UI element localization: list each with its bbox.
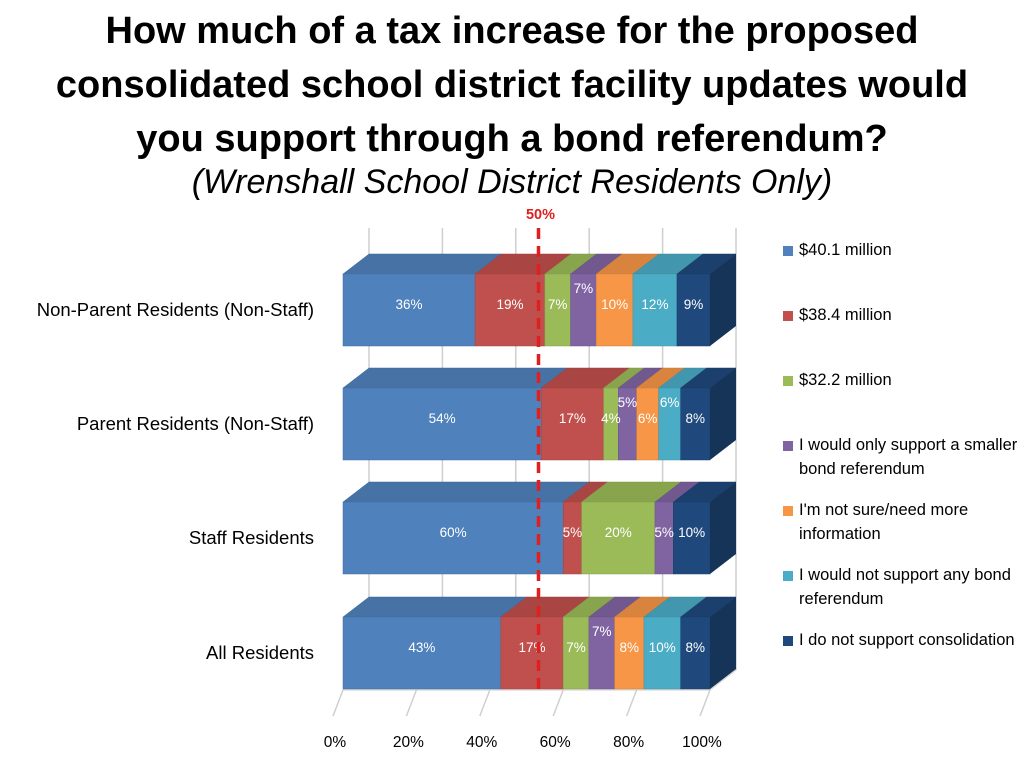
data-label: 43% <box>408 640 435 655</box>
bar-side <box>710 482 736 574</box>
category-label: Parent Residents (Non-Staff) <box>77 413 314 434</box>
bar-segment <box>588 616 615 690</box>
data-label: 9% <box>684 297 704 312</box>
data-label: 8% <box>686 640 706 655</box>
legend-swatch <box>783 246 793 256</box>
data-label: 6% <box>638 411 658 426</box>
axis-tick-mark <box>405 689 418 717</box>
bar-segment <box>673 501 711 575</box>
data-label: 10% <box>601 297 628 312</box>
axis-tick-mark <box>699 689 711 717</box>
data-label: 12% <box>641 297 668 312</box>
data-label: 4% <box>601 411 621 426</box>
legend-swatch <box>783 636 793 646</box>
bar-segment <box>680 616 711 690</box>
data-label: 20% <box>605 525 632 540</box>
x-tick-label: 40% <box>466 734 497 751</box>
legend-label: I would only support a smaller bond refe… <box>799 436 1018 478</box>
axis-tick-mark <box>479 689 491 717</box>
data-label: 10% <box>649 640 676 655</box>
legend-label: $38.4 million <box>799 306 892 324</box>
bar-segment <box>570 273 597 347</box>
bar-segment <box>474 273 546 347</box>
bar-segment <box>581 501 656 575</box>
data-label: 6% <box>660 395 680 410</box>
legend-swatch <box>783 506 793 516</box>
legend-swatch <box>783 441 793 451</box>
bar-segment <box>342 387 542 461</box>
legend-label: $32.2 million <box>799 371 892 389</box>
data-label: 7% <box>548 297 568 312</box>
bar-segment <box>500 616 564 690</box>
bar-segment <box>342 501 564 575</box>
data-label: 36% <box>396 297 423 312</box>
category-label: Staff Residents <box>189 527 314 548</box>
axis-tick-mark <box>625 689 638 717</box>
bar-segment-top <box>342 367 568 389</box>
bar-side <box>710 368 736 460</box>
data-label: 5% <box>563 525 583 540</box>
data-label: 19% <box>496 297 523 312</box>
bar-segment <box>676 273 711 347</box>
data-label: 10% <box>678 525 705 540</box>
data-label: 60% <box>440 525 467 540</box>
legend-label: $40.1 million <box>799 241 892 259</box>
chart-title-line-1: How much of a tax increase for the propo… <box>105 10 919 52</box>
bar-segment <box>643 616 681 690</box>
data-label: 17% <box>518 640 545 655</box>
data-label: 7% <box>566 640 586 655</box>
x-tick-label: 20% <box>393 734 424 751</box>
bar-segment-top <box>342 596 528 618</box>
category-label: All Residents <box>206 642 314 663</box>
bar-segment-top <box>342 253 502 275</box>
axis-tick-mark <box>552 689 564 717</box>
data-label: 5% <box>618 395 638 410</box>
data-label: 5% <box>654 525 674 540</box>
bar-side <box>710 597 736 689</box>
bar-side <box>710 254 736 346</box>
chart-title: How much of a tax increase for the propo… <box>0 4 1024 166</box>
chart-subtitle: (Wrenshall School District Residents Onl… <box>191 163 833 201</box>
bar-segment <box>342 616 502 690</box>
bar-segment-top <box>342 481 590 503</box>
legend-swatch <box>783 571 793 581</box>
reference-line-label: 50% <box>526 207 555 223</box>
axis-tick-mark <box>332 689 344 717</box>
chart-title-line-3: you support through a bond referendum? <box>136 118 888 160</box>
data-label: 7% <box>592 624 612 639</box>
x-tick-label: 60% <box>540 734 571 751</box>
x-tick-label: 80% <box>613 734 644 751</box>
legend-label: I'm not sure/need more information <box>799 501 969 543</box>
x-tick-label: 0% <box>324 734 347 751</box>
category-label: Non-Parent Residents (Non-Staff) <box>37 299 314 320</box>
x-tick-label: 100% <box>682 734 722 751</box>
data-label: 54% <box>429 411 456 426</box>
bar-segment <box>595 273 634 347</box>
data-label: 8% <box>686 411 706 426</box>
data-label: 8% <box>620 640 640 655</box>
legend-label: I would not support any bond referendum <box>799 566 1011 608</box>
bar-segment <box>562 616 590 690</box>
legend-swatch <box>783 311 793 321</box>
bar-segment <box>342 273 476 347</box>
data-label: 17% <box>559 411 586 426</box>
chart-title-line-2: consolidated school district facility up… <box>55 64 969 106</box>
bar-segment <box>544 273 571 347</box>
bar-segment <box>632 273 678 347</box>
legend-swatch <box>783 376 793 386</box>
data-label: 7% <box>574 281 594 296</box>
legend-label: I do not support consolidation <box>799 631 1015 649</box>
